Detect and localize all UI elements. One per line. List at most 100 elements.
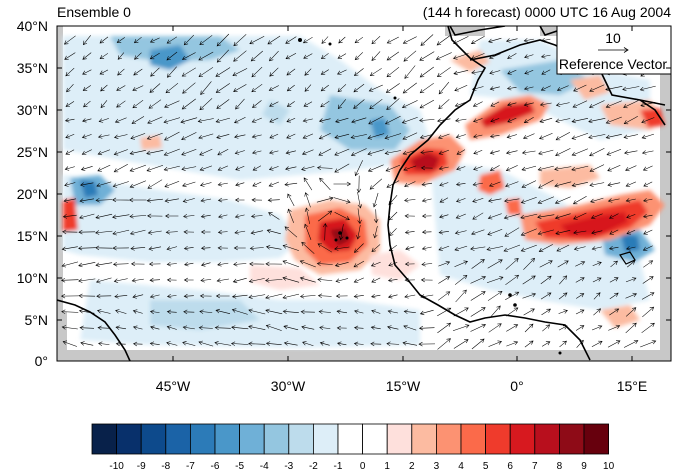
wind-vector xyxy=(419,66,434,78)
wind-vector xyxy=(571,165,589,172)
wind-vector xyxy=(96,181,112,188)
wind-vector xyxy=(385,83,400,93)
wind-vector xyxy=(489,305,501,319)
wind-vector xyxy=(215,67,231,77)
wind-vector xyxy=(386,341,400,347)
wind-vector xyxy=(166,261,177,267)
colorbar-box xyxy=(91,423,118,455)
wind-vector xyxy=(198,67,214,78)
wind-vector xyxy=(282,244,299,251)
wind-vector xyxy=(437,338,451,350)
wind-vector xyxy=(488,340,503,347)
wind-vector xyxy=(573,84,587,92)
wind-vector xyxy=(470,323,487,332)
colorbar-label: -5 xyxy=(235,461,244,471)
wind-vector xyxy=(64,117,75,123)
wind-vector xyxy=(337,99,347,110)
wind-vector xyxy=(420,165,433,171)
wind-vector xyxy=(268,85,279,91)
wind-vector xyxy=(149,294,160,299)
wind-vector xyxy=(131,278,144,283)
wind-vector xyxy=(540,292,552,300)
wind-vector xyxy=(233,261,247,267)
wind-vector xyxy=(473,134,483,139)
wind-vector xyxy=(183,293,194,299)
wind-vector xyxy=(149,341,160,347)
wind-vector xyxy=(183,213,195,219)
wind-vector xyxy=(521,150,536,155)
wind-vector xyxy=(215,117,230,124)
wind-vector xyxy=(249,246,264,251)
wind-vector xyxy=(522,292,537,299)
wind-vector xyxy=(524,70,534,75)
wind-vector xyxy=(147,230,162,235)
wind-vector xyxy=(132,99,144,109)
wind-vector xyxy=(337,53,347,59)
wind-vector xyxy=(402,341,418,346)
wind-vector xyxy=(506,340,519,347)
wind-vector xyxy=(62,340,77,347)
wind-vector xyxy=(371,35,381,45)
wind-vector xyxy=(371,309,381,314)
wind-vector xyxy=(183,245,194,251)
wind-vector xyxy=(523,308,535,316)
wind-vector xyxy=(641,322,655,334)
wind-vector xyxy=(166,293,177,299)
wind-vector xyxy=(369,68,382,76)
wind-vector xyxy=(488,323,502,333)
wind-vector xyxy=(334,212,350,221)
wind-vector xyxy=(439,197,449,203)
wind-vector xyxy=(65,101,75,107)
wind-vector xyxy=(147,213,163,219)
wind-vector xyxy=(555,118,571,124)
wind-vector xyxy=(437,322,452,334)
iberia-coast xyxy=(449,26,506,36)
wind-vector xyxy=(163,165,180,172)
wind-vector xyxy=(304,68,312,76)
wind-vector xyxy=(472,198,484,203)
wind-vector xyxy=(605,134,622,140)
wind-vector xyxy=(353,99,365,109)
wind-vector xyxy=(318,118,331,123)
wind-vector xyxy=(507,69,517,75)
colorbar-box xyxy=(386,423,413,455)
wind-vector xyxy=(234,150,245,155)
wind-vector xyxy=(357,208,362,225)
wind-vector xyxy=(523,86,534,91)
wind-vector xyxy=(117,68,125,76)
wind-vector xyxy=(523,102,534,107)
wind-vector xyxy=(573,230,587,235)
wind-vector xyxy=(61,309,79,314)
wind-vector xyxy=(404,294,416,299)
wind-vector xyxy=(334,262,349,268)
wind-vector xyxy=(129,164,146,172)
wind-vector xyxy=(216,278,229,283)
wind-vector xyxy=(554,166,572,172)
wind-vector xyxy=(354,243,364,253)
wind-vector xyxy=(354,52,363,61)
wind-vector xyxy=(80,182,94,187)
wind-vector xyxy=(183,277,194,283)
wind-vector xyxy=(231,325,249,330)
wind-vector xyxy=(471,229,485,236)
colorbar-label: 5 xyxy=(483,461,489,471)
wind-vector xyxy=(64,52,76,60)
wind-vector xyxy=(216,33,230,47)
wind-vector xyxy=(575,277,585,283)
wind-vector xyxy=(252,150,262,155)
wind-vector xyxy=(642,165,653,171)
wind-vector xyxy=(316,165,333,171)
wind-vector xyxy=(200,245,211,251)
wind-vector xyxy=(371,244,381,252)
wind-vector xyxy=(420,34,434,46)
wind-vector xyxy=(607,198,620,203)
wind-vector xyxy=(235,98,245,110)
wind-vector xyxy=(386,51,400,61)
wind-vector xyxy=(454,274,468,285)
wind-vector xyxy=(218,214,228,219)
wind-vector xyxy=(401,100,418,109)
wind-vector xyxy=(63,35,76,45)
colorbar-label: -3 xyxy=(284,461,293,471)
wind-vector xyxy=(301,241,315,254)
wind-vector xyxy=(99,69,109,75)
